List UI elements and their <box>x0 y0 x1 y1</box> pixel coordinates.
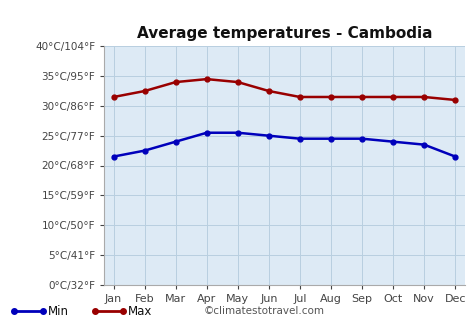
Max <box>297 95 303 99</box>
Min <box>204 131 210 135</box>
Text: ©climatestotravel.com: ©climatestotravel.com <box>204 306 325 316</box>
Max <box>266 89 272 93</box>
Min <box>328 137 334 141</box>
Min <box>421 143 427 147</box>
Max <box>421 95 427 99</box>
Min <box>297 137 303 141</box>
Min <box>173 140 179 144</box>
Max <box>359 95 365 99</box>
Max <box>111 95 117 99</box>
Min <box>452 155 458 159</box>
Min <box>235 131 241 135</box>
Max <box>142 89 147 93</box>
Line: Min: Min <box>111 130 457 159</box>
Max <box>204 77 210 81</box>
Min <box>266 134 272 138</box>
Max <box>173 80 179 84</box>
Text: Min: Min <box>47 305 68 318</box>
Max <box>452 98 458 102</box>
Title: Average temperatures - Cambodia: Average temperatures - Cambodia <box>137 26 432 41</box>
Min <box>390 140 396 144</box>
Max <box>328 95 334 99</box>
Max <box>235 80 241 84</box>
Line: Max: Max <box>111 77 457 102</box>
Max <box>390 95 396 99</box>
Min <box>111 155 117 159</box>
Min <box>359 137 365 141</box>
Min <box>142 149 147 153</box>
Text: Max: Max <box>128 305 152 318</box>
